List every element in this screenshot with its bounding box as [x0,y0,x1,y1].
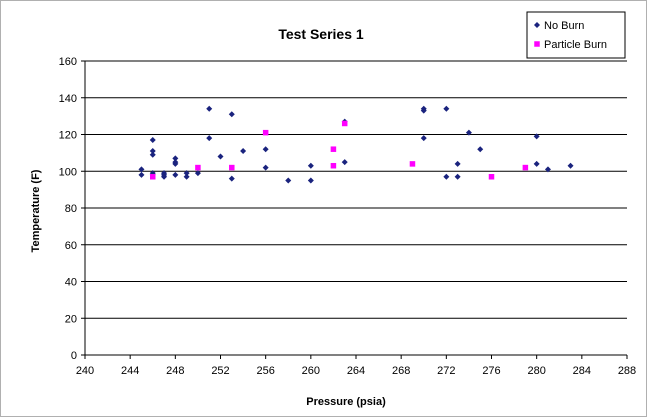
legend-no-burn-marker [534,22,540,28]
no-burn-point [217,153,224,160]
legend-label: No Burn [544,20,584,32]
no-burn-point [149,148,156,155]
no-burn-point [149,151,156,158]
x-tick-label: 280 [527,365,545,377]
no-burn-point [454,160,461,167]
no-burn-point [443,105,450,112]
no-burn-point [183,170,190,177]
no-burn-point [454,173,461,180]
no-burn-point [465,129,472,136]
no-burn-point [206,105,213,112]
no-burn-point [228,175,235,182]
x-tick-label: 268 [392,365,410,377]
y-axis-label: Temperature (F) [30,169,42,252]
particle-burn-point [330,146,337,152]
no-burn-point [262,164,269,171]
no-burn-point [341,159,348,166]
no-burn-point [443,173,450,180]
no-burn-point [138,171,145,178]
axes [81,60,628,359]
no-burn-point [307,162,314,169]
particle-burn-point [195,164,201,171]
particle-burn-point [150,174,156,180]
y-tick-label: 80 [65,203,77,215]
particle-burn-point [330,162,337,169]
chart-title: Test Series 1 [278,26,364,42]
y-tick-label: 40 [65,277,77,289]
y-tick-label: 140 [59,93,77,105]
data-points [138,105,574,184]
particle-burn-point [488,174,495,180]
x-axis-label: Pressure (psia) [306,396,386,408]
no-burn-point [262,146,269,153]
no-burn-point [149,137,156,144]
tick-labels: 0 20 40 60 80 100 120 140 160 240 244 248 252 256 260 2… [59,56,637,377]
x-tick-label: 264 [347,365,365,377]
no-burn-point [183,173,190,180]
no-burn-point [161,173,168,180]
x-tick-label: 272 [437,365,455,377]
no-burn-point [285,177,292,184]
particle-burn-point [341,120,348,127]
y-tick-label: 0 [71,350,77,362]
particle-burn-point [262,129,269,136]
legend: No Burn Particle Burn [526,11,626,59]
no-burn-point [420,135,427,142]
y-tick-label: 100 [59,166,77,178]
y-tick-label: 160 [59,56,77,68]
x-tick-label: 240 [76,365,94,377]
no-burn-point [533,133,540,140]
legend-box [526,11,626,59]
x-tick-label: 260 [302,365,320,377]
legend-particle-burn-marker [534,41,540,47]
x-tick-label: 256 [256,365,274,377]
no-burn-point [477,146,484,153]
y-tick-label: 20 [65,313,77,325]
x-tick-label: 252 [211,365,229,377]
no-burn-point [172,171,179,178]
particle-burn-point [229,164,235,171]
no-burn-point [240,148,247,155]
no-burn-point [533,160,540,167]
x-tick-label: 284 [573,365,591,377]
no-burn-point [172,155,179,162]
y-tick-label: 120 [59,130,77,142]
particle-burn-point [522,164,529,171]
no-burn-point [544,166,551,173]
no-burn-point [206,135,213,142]
y-tick-label: 60 [65,240,77,252]
particle-burn-point [409,161,416,167]
x-tick-label: 276 [482,365,500,377]
no-burn-point [228,111,235,118]
no-burn-point [307,177,314,184]
no-burn-point [172,159,179,166]
x-tick-label: 248 [166,365,184,377]
no-burn-point [194,170,201,177]
legend-label: Particle Burn [544,39,607,51]
no-burn-point [420,107,427,114]
no-burn-point [567,162,574,169]
x-tick-label: 244 [121,365,139,377]
no-burn-point [138,166,145,173]
x-tick-label: 288 [618,365,636,377]
grid-lines [85,60,627,319]
